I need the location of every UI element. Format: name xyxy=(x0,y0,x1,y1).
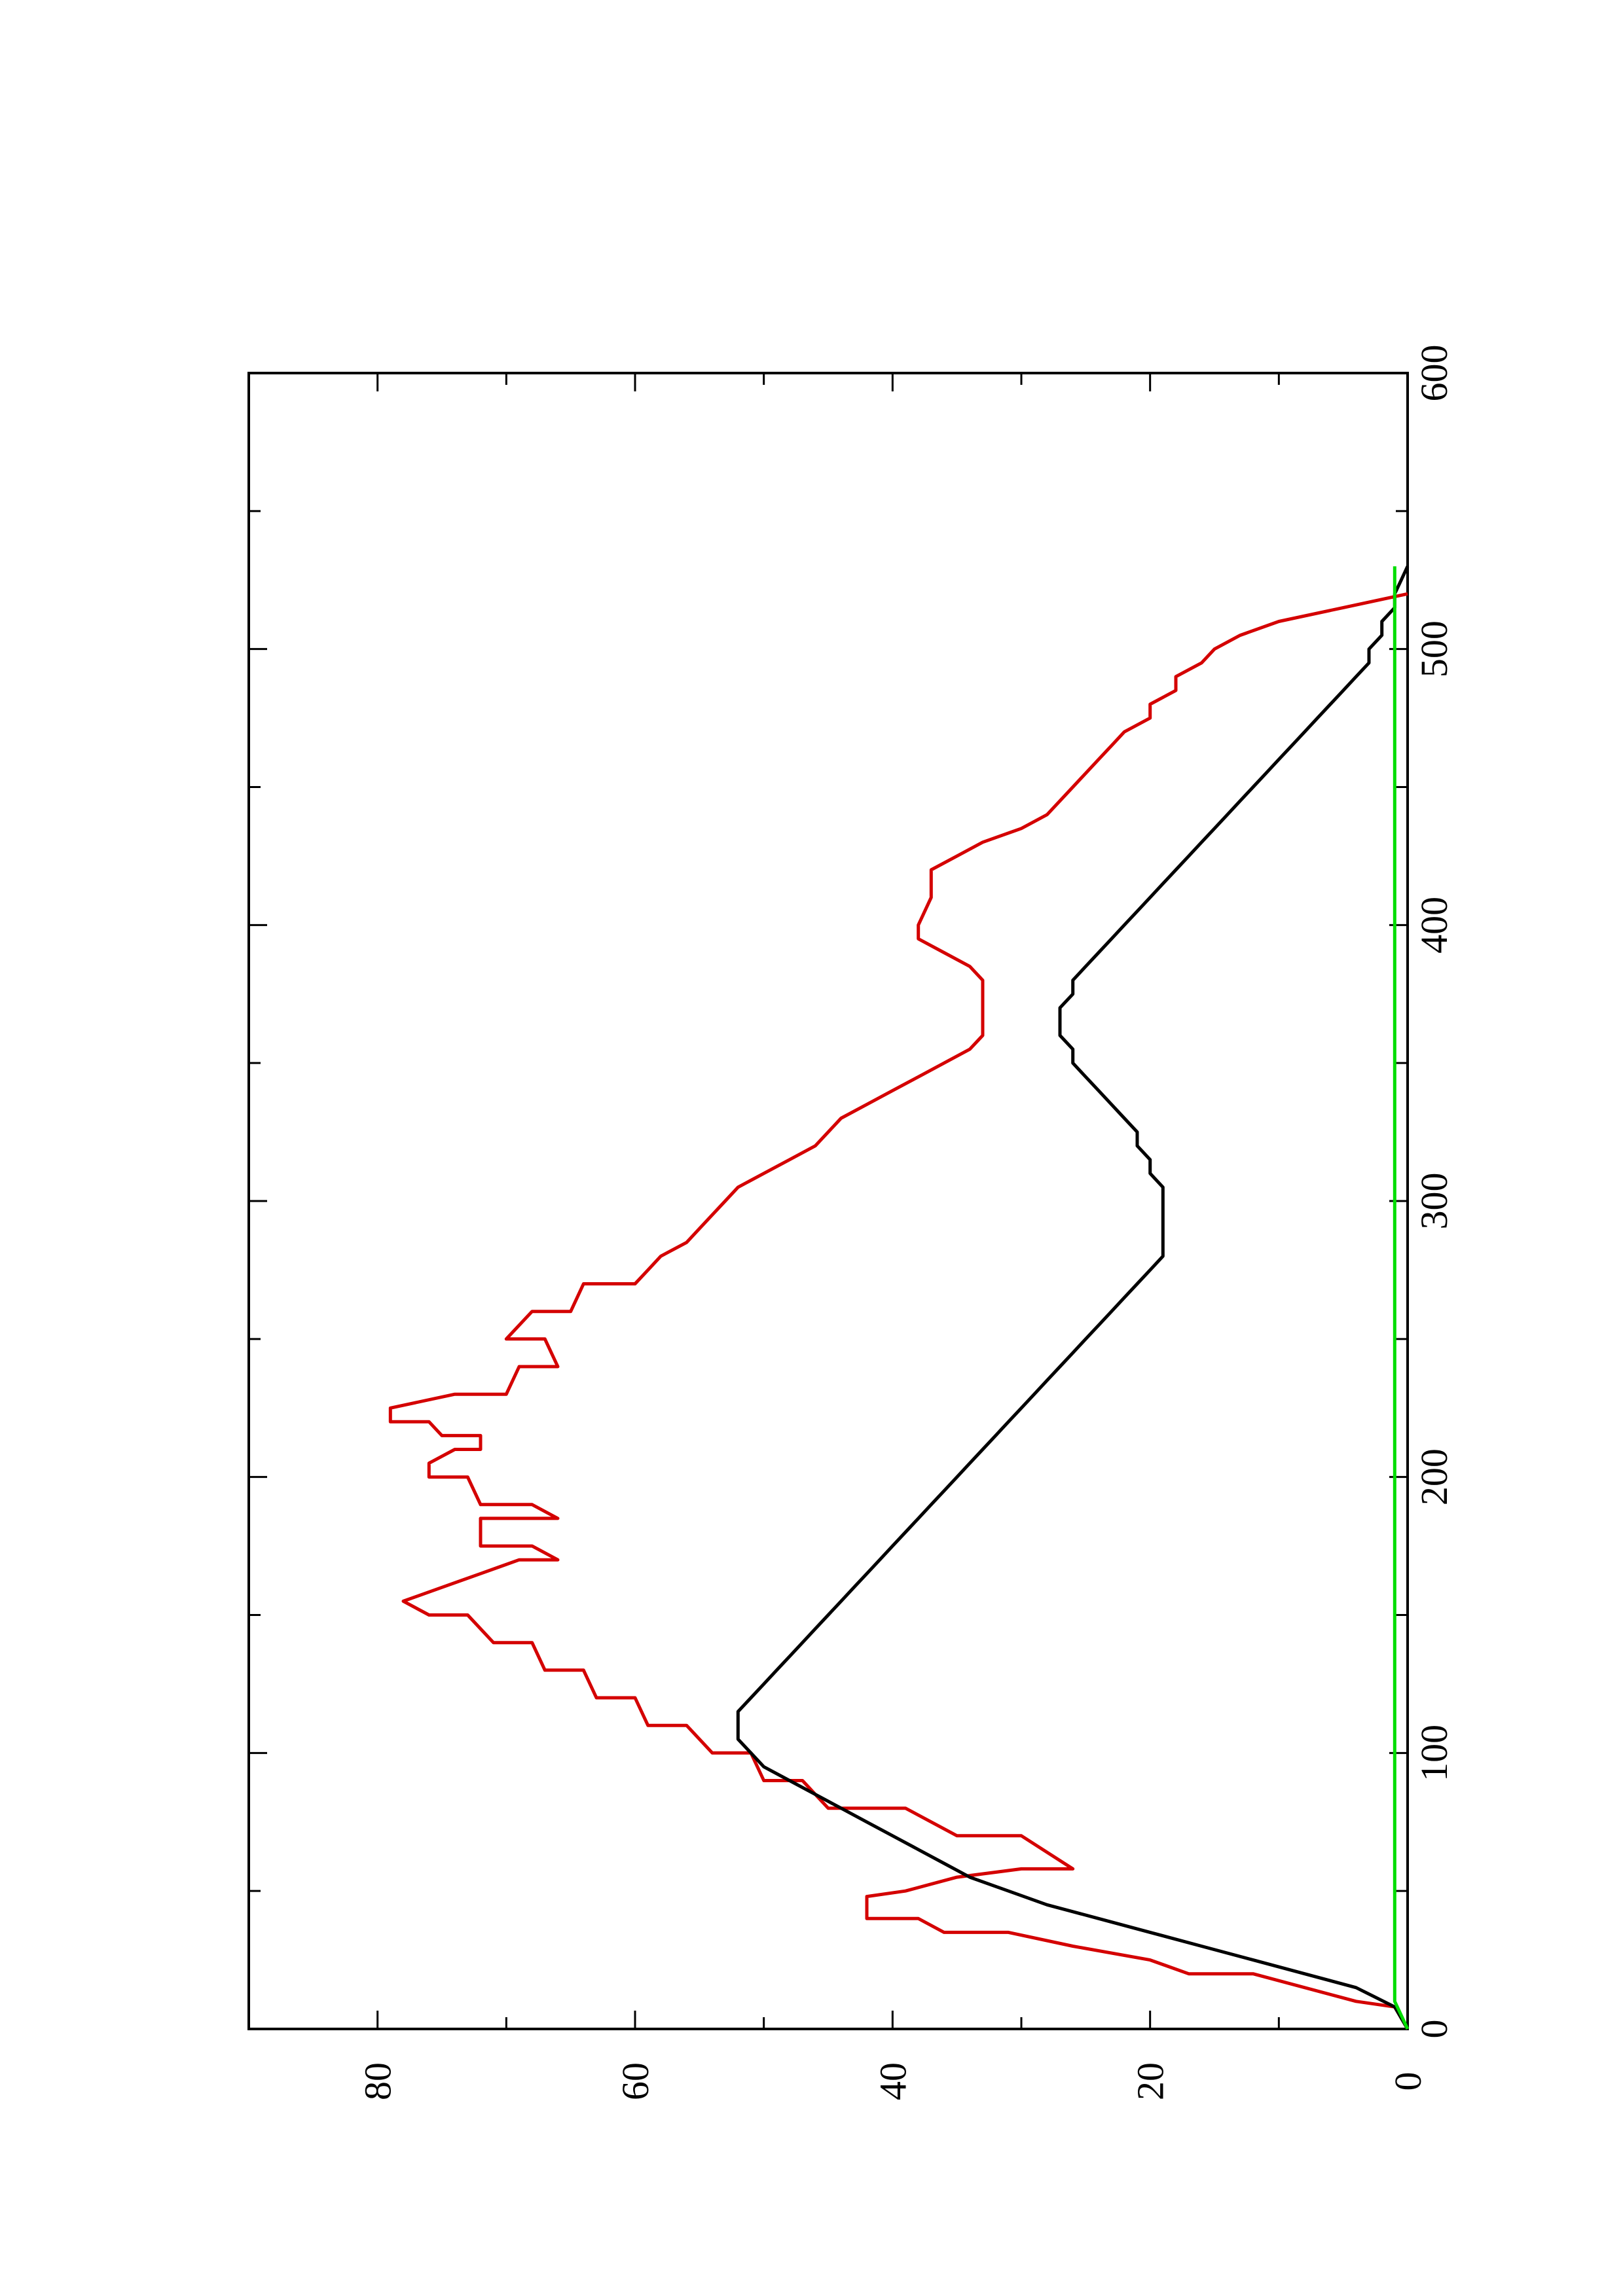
y-tick-label: 0 xyxy=(1387,2072,1429,2091)
x-tick-label: 200 xyxy=(1413,1448,1455,1505)
x-tick-label: 400 xyxy=(1413,897,1455,954)
axis-ticks xyxy=(249,372,1409,2030)
x-tick-label: 500 xyxy=(1413,620,1455,677)
black-series-line xyxy=(736,565,1410,2030)
y-tick-label: 40 xyxy=(871,2062,914,2100)
x-tick-label: 0 xyxy=(1413,2020,1455,2039)
green-series-line xyxy=(1393,566,1410,2030)
y-tick-label: 20 xyxy=(1129,2062,1172,2100)
x-tick-label: 100 xyxy=(1413,1725,1455,1782)
y-tick-label: 80 xyxy=(357,2062,399,2100)
y-tick-label: 60 xyxy=(614,2062,657,2100)
series-layer xyxy=(388,565,1410,2030)
x-tick-label: 300 xyxy=(1413,1173,1455,1230)
red-series-line xyxy=(388,592,1410,2030)
x-tick-label: 600 xyxy=(1413,345,1455,402)
axis-tick-labels: 0 100 200 300 400 500 600 0 20 40 60 80 xyxy=(357,345,1455,2101)
